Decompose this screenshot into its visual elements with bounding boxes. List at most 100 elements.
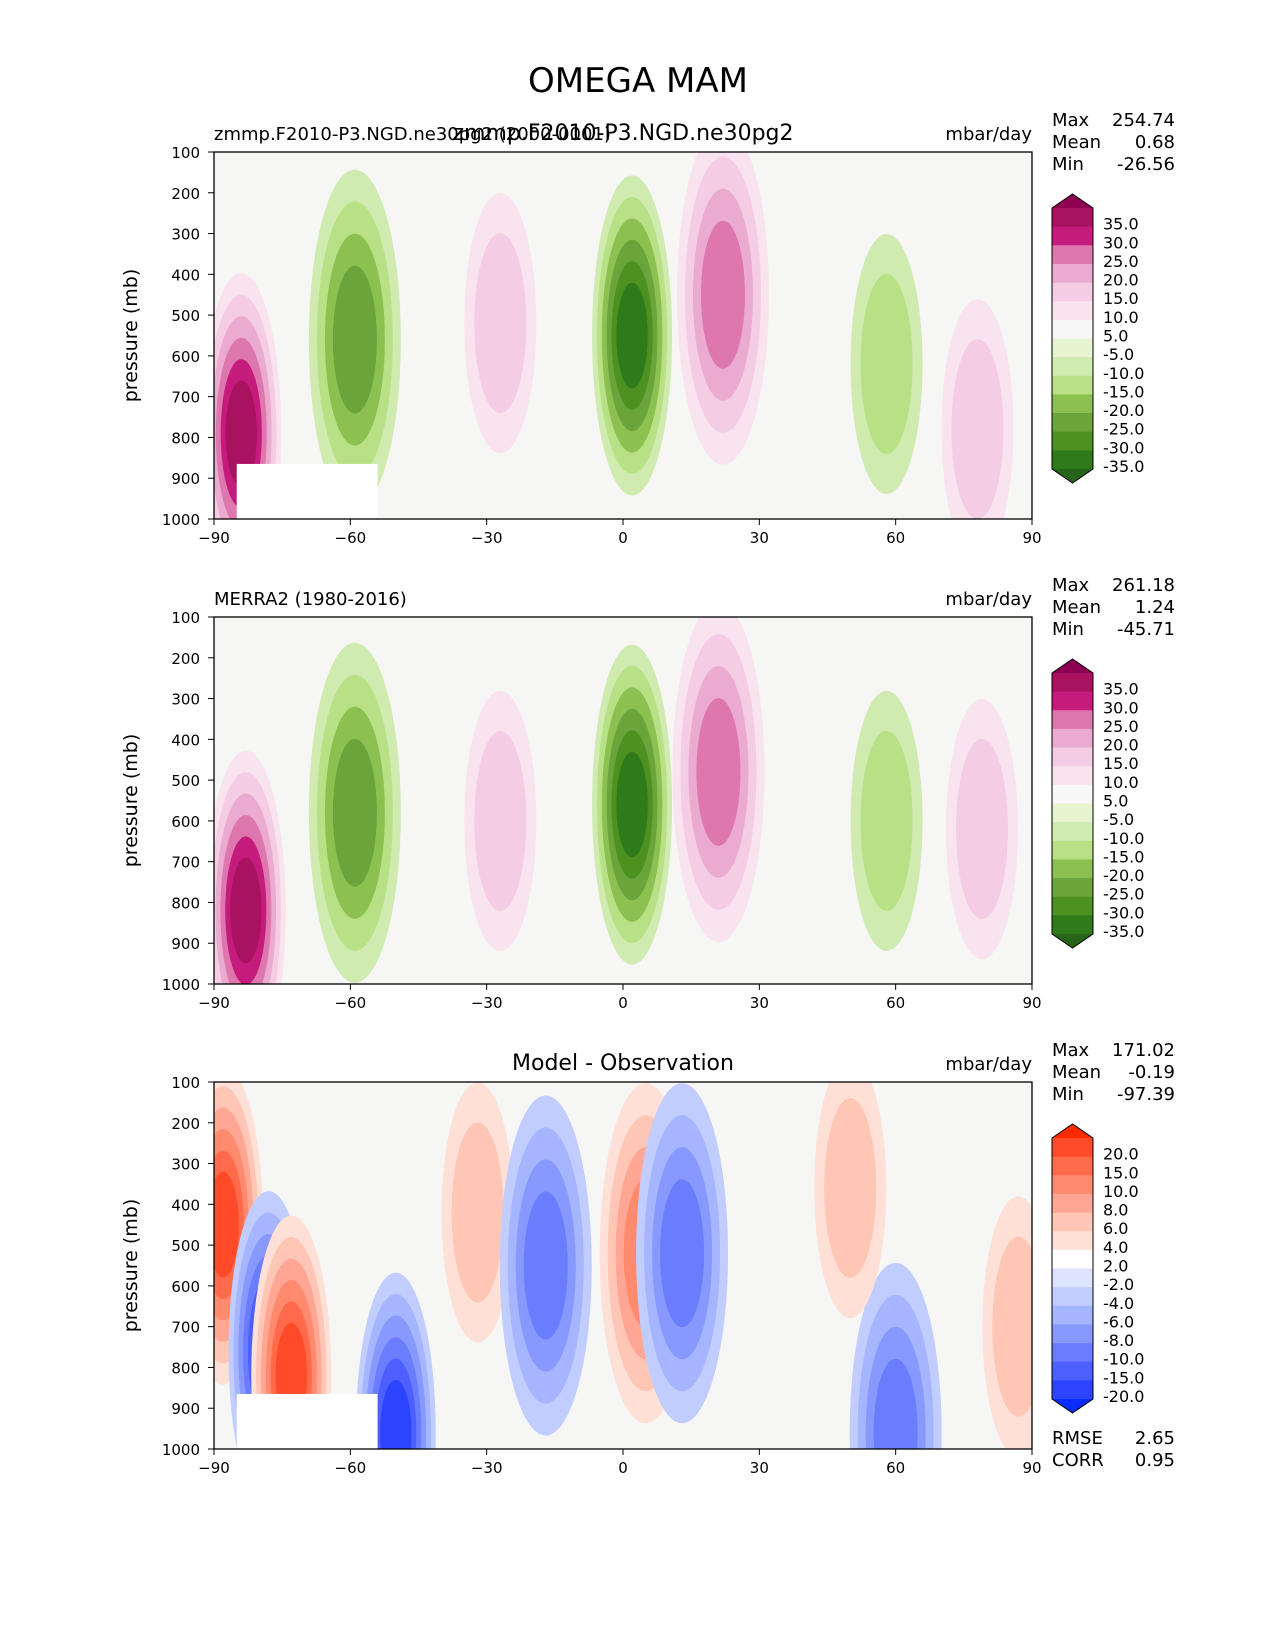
feature-southern-subtropical-descent bbox=[464, 193, 537, 454]
colorbar-segment bbox=[1052, 1305, 1093, 1325]
colorbar-segment bbox=[1052, 1231, 1093, 1251]
contour-level bbox=[992, 1236, 1032, 1417]
y-tick-label: 600 bbox=[171, 1278, 200, 1296]
colorbar-segment bbox=[1052, 338, 1093, 358]
colorbar-segment bbox=[1052, 375, 1093, 395]
terrain-mask bbox=[236, 463, 378, 519]
colorbar-segment bbox=[1052, 859, 1093, 879]
feature-equatorial-negative bbox=[636, 1083, 729, 1424]
feature-northern-subtropical-descent bbox=[672, 617, 765, 942]
x-tick-label: −60 bbox=[335, 994, 367, 1012]
colorbar-label: -15.0 bbox=[1103, 1368, 1144, 1387]
contour-level bbox=[474, 730, 527, 911]
x-tick-label: −30 bbox=[471, 529, 503, 547]
y-tick-label: 1000 bbox=[162, 511, 200, 529]
colorbar-segment bbox=[1052, 282, 1093, 302]
y-tick-label: 700 bbox=[171, 854, 200, 872]
y-tick-label: 1000 bbox=[162, 1441, 200, 1459]
y-tick-label: 500 bbox=[171, 1237, 200, 1255]
colorbar-segment bbox=[1052, 878, 1093, 898]
colorbar-label: -35.0 bbox=[1103, 457, 1144, 476]
feature-northern-subtropical-descent bbox=[676, 152, 769, 465]
colorbar-segment bbox=[1052, 226, 1093, 246]
colorbar-label: 20.0 bbox=[1103, 1145, 1139, 1164]
x-tick-label: 0 bbox=[618, 1459, 628, 1477]
stat-label: Min bbox=[1052, 154, 1084, 175]
colorbar-outline bbox=[1051, 193, 1094, 484]
colorbar-label: -6.0 bbox=[1103, 1312, 1134, 1331]
y-tick-label: 100 bbox=[171, 609, 200, 627]
contour-level bbox=[951, 339, 1004, 519]
colorbar-label: -25.0 bbox=[1103, 885, 1144, 904]
feature-surface-negative-north bbox=[849, 1262, 942, 1449]
colorbar-segment bbox=[1052, 1268, 1093, 1288]
colorbar-segment bbox=[1052, 1212, 1093, 1232]
stat-value: 0.68 bbox=[1135, 132, 1175, 153]
y-tick-label: 900 bbox=[171, 935, 200, 953]
colorbar-label: 6.0 bbox=[1103, 1219, 1128, 1238]
colorbar-label: -4.0 bbox=[1103, 1294, 1134, 1313]
colorbar-extend-top bbox=[1052, 194, 1093, 208]
colorbar-segment bbox=[1052, 1156, 1093, 1176]
feature-polar-descent bbox=[214, 750, 286, 984]
stat-value: 2.65 bbox=[1135, 1428, 1175, 1449]
panel-units: mbar/day bbox=[945, 1054, 1032, 1075]
x-tick-label: 60 bbox=[886, 994, 905, 1012]
stat-value: -26.56 bbox=[1117, 154, 1175, 175]
y-tick-label: 300 bbox=[171, 691, 200, 709]
contour-level bbox=[230, 857, 262, 964]
colorbar-segment bbox=[1052, 319, 1093, 339]
colorbar-label: 2.0 bbox=[1103, 1257, 1128, 1276]
colorbar-segment bbox=[1052, 208, 1093, 228]
colorbar-label: 35.0 bbox=[1103, 680, 1139, 699]
contour-level bbox=[616, 282, 648, 389]
colorbar-label: 15.0 bbox=[1103, 1163, 1139, 1182]
contour-field bbox=[214, 1082, 1032, 1449]
colorbar-label: 35.0 bbox=[1103, 215, 1139, 234]
contour-level bbox=[696, 697, 741, 846]
x-tick-label: 30 bbox=[750, 529, 769, 547]
x-tick-label: −90 bbox=[198, 529, 230, 547]
y-tick-label: 500 bbox=[171, 772, 200, 790]
y-tick-label: 900 bbox=[171, 1400, 200, 1418]
panel-left-label: zmmp.F2010-P3.NGD.ne30pg2 (2000-0001) bbox=[214, 124, 611, 145]
contour-field bbox=[214, 152, 1014, 519]
contour-level bbox=[860, 730, 913, 911]
colorbar-label: 10.0 bbox=[1103, 1182, 1139, 1201]
stat-label: Max bbox=[1052, 1040, 1090, 1061]
panel-units: mbar/day bbox=[945, 124, 1032, 145]
colorbar-segment bbox=[1052, 710, 1093, 730]
figure-title: OMEGA MAM bbox=[528, 61, 748, 101]
colorbar-extend-top bbox=[1052, 1124, 1093, 1138]
x-tick-label: 90 bbox=[1022, 994, 1041, 1012]
feature-arctic-descent bbox=[946, 699, 1019, 960]
colorbar-segment bbox=[1052, 1380, 1093, 1400]
contour-level bbox=[225, 380, 257, 487]
colorbar-label: 15.0 bbox=[1103, 289, 1139, 308]
y-tick-label: 800 bbox=[171, 1359, 200, 1377]
colorbar-label: -2.0 bbox=[1103, 1275, 1134, 1294]
feature-southern-subtropical-descent bbox=[464, 690, 537, 951]
y-tick-label: 1000 bbox=[162, 976, 200, 994]
y-tick-label: 100 bbox=[171, 1074, 200, 1092]
x-tick-label: −30 bbox=[471, 994, 503, 1012]
colorbar-extend-bottom bbox=[1052, 1399, 1093, 1413]
stat-label: Mean bbox=[1052, 1062, 1101, 1083]
feature-arctic-positive bbox=[982, 1196, 1032, 1449]
colorbar-segment bbox=[1052, 431, 1093, 451]
stat-value: 254.74 bbox=[1112, 110, 1175, 131]
contour-level bbox=[332, 738, 377, 887]
y-tick-label: 600 bbox=[171, 348, 200, 366]
x-tick-label: 0 bbox=[618, 994, 628, 1012]
y-tick-label: 100 bbox=[171, 144, 200, 162]
feature-itcz-ascent bbox=[592, 644, 673, 965]
colorbar-segment bbox=[1052, 728, 1093, 749]
colorbar-segment bbox=[1052, 766, 1093, 786]
stat-value: -97.39 bbox=[1117, 1084, 1175, 1105]
x-tick-label: 60 bbox=[886, 1459, 905, 1477]
y-tick-label: 400 bbox=[171, 731, 200, 749]
colorbar-label: -15.0 bbox=[1103, 382, 1144, 401]
colorbar-segment bbox=[1052, 1249, 1093, 1269]
